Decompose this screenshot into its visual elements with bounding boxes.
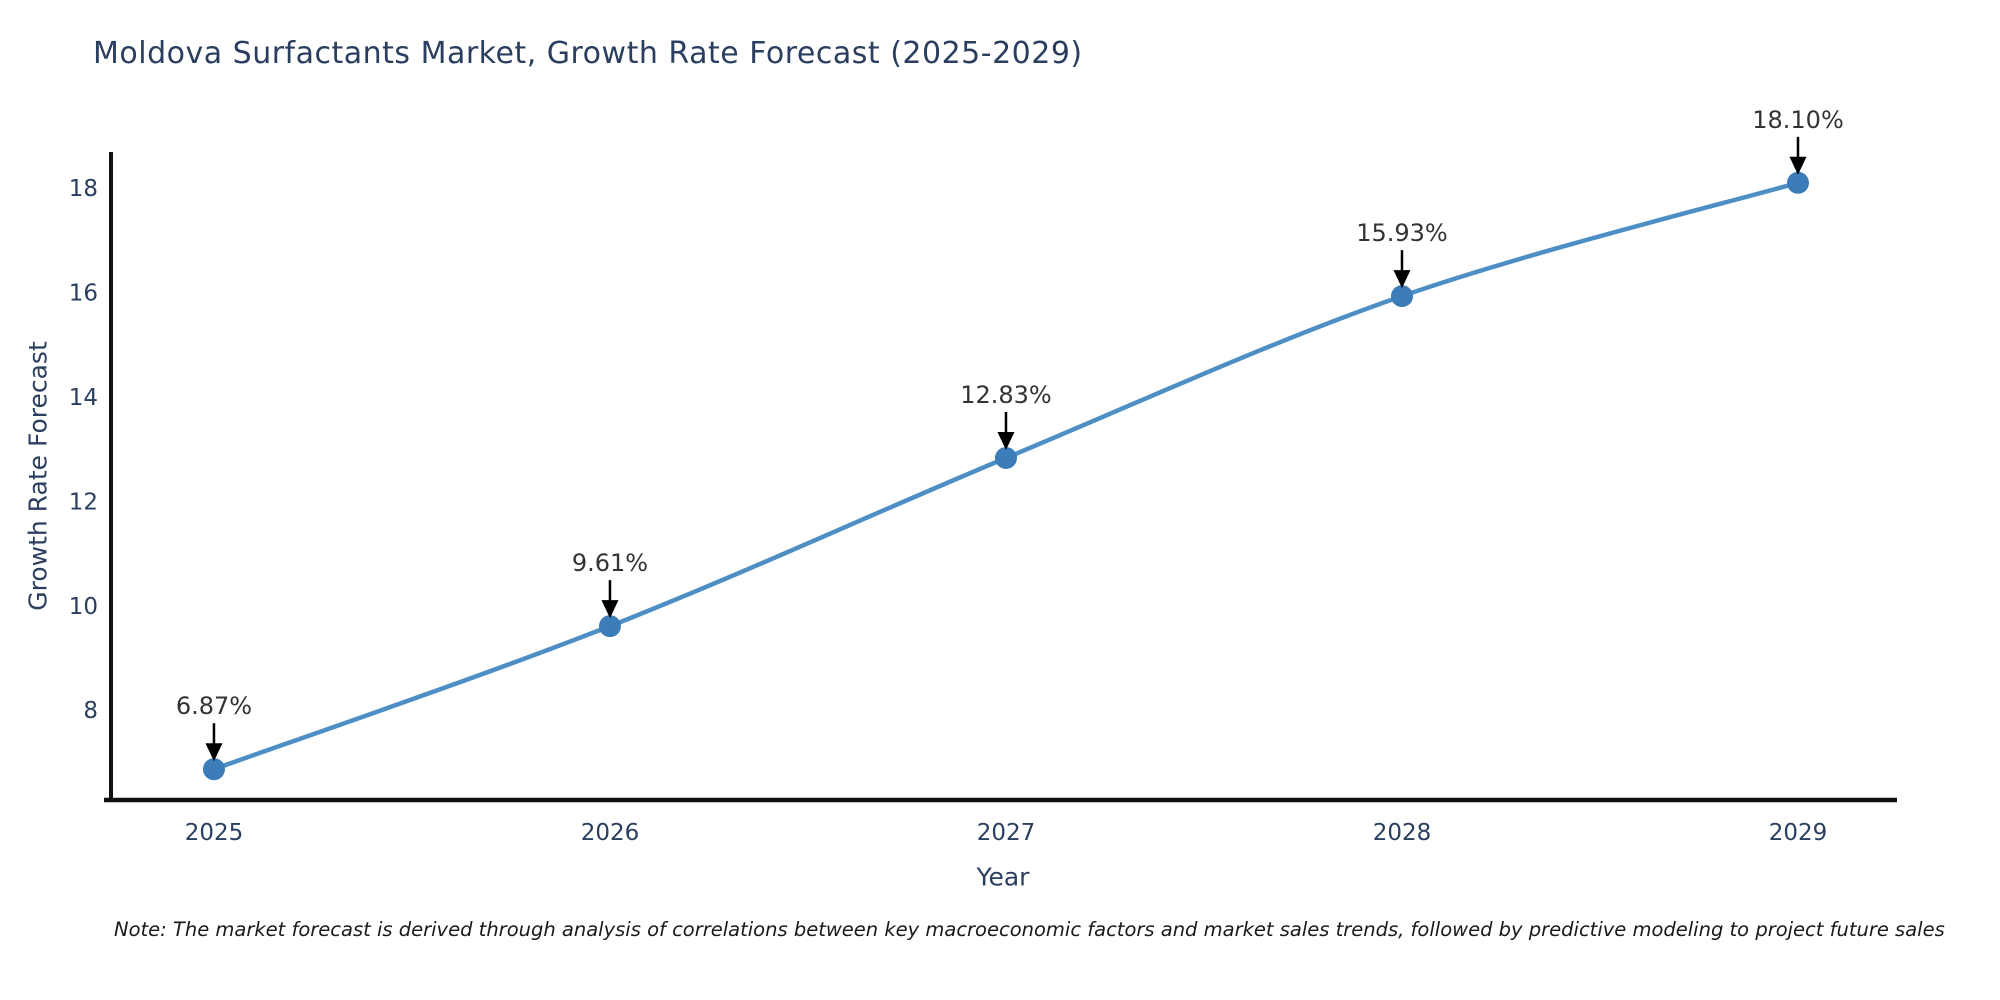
- trend-line: [211, 180, 1801, 772]
- data-point-marker-2029: [1786, 171, 1809, 194]
- x-tick-label: 2025: [185, 820, 244, 846]
- annotation-label: 18.10%: [1752, 106, 1844, 134]
- annotation-label: 9.61%: [572, 549, 648, 577]
- y-tick-label: 14: [69, 385, 98, 411]
- footnote: Note: The market forecast is derived thr…: [114, 918, 1945, 941]
- annotation-arrowhead: [205, 743, 223, 762]
- data-point-marker-2027: [994, 446, 1017, 469]
- annotation-label: 15.93%: [1356, 219, 1448, 247]
- data-point-marker-2025: [202, 758, 225, 781]
- data-point-marker-2026: [598, 615, 621, 638]
- x-tick-label: 2026: [581, 820, 640, 846]
- annotation-label: 6.87%: [176, 692, 252, 720]
- data-point-marker-2028: [1390, 285, 1413, 308]
- x-axis-title: Year: [976, 862, 1030, 892]
- annotation-arrowhead: [1789, 156, 1807, 175]
- x-tick-label: 2027: [977, 820, 1036, 846]
- annotation-arrowhead: [601, 600, 619, 619]
- y-tick-label: 12: [69, 489, 98, 515]
- x-tick-label: 2029: [1769, 820, 1828, 846]
- y-tick-label: 18: [69, 176, 98, 202]
- x-tick-label: 2028: [1373, 820, 1432, 846]
- annotation-arrowhead: [997, 431, 1015, 450]
- y-tick-label: 8: [83, 698, 98, 724]
- annotation-arrowhead: [1393, 270, 1411, 289]
- chart-title: Moldova Surfactants Market, Growth Rate …: [93, 36, 1083, 71]
- y-tick-label: 16: [69, 280, 98, 306]
- y-tick-label: 10: [69, 594, 98, 620]
- annotation-label: 12.83%: [960, 381, 1052, 409]
- y-axis-title: Growth Rate Forecast: [23, 341, 53, 611]
